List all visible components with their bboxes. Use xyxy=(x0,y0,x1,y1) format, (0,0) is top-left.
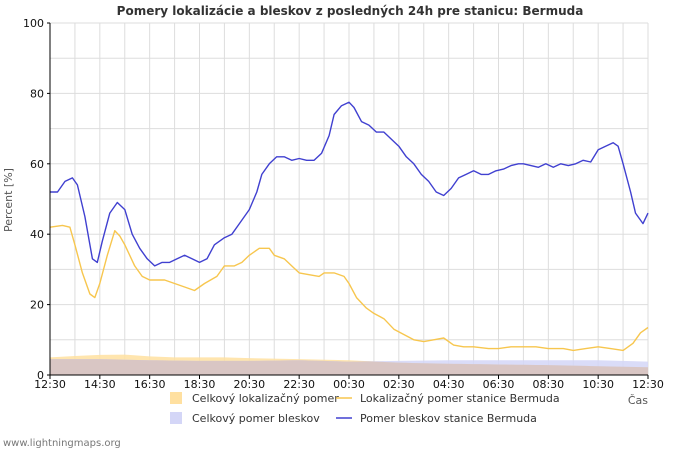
x-tick-label: 22:30 xyxy=(283,378,315,391)
y-tick-label: 20 xyxy=(30,299,44,312)
x-tick-label: 18:30 xyxy=(184,378,216,391)
x-tick-label: 10:30 xyxy=(582,378,614,391)
y-tick-label: 60 xyxy=(30,158,44,171)
area-series xyxy=(50,354,648,375)
x-tick-label: 06:30 xyxy=(483,378,515,391)
area-overlap xyxy=(50,359,648,375)
x-tick-label: 16:30 xyxy=(134,378,166,391)
x-tick-label: 08:30 xyxy=(532,378,564,391)
x-tick-labels: 12:30 14:30 16:30 18:30 20:30 22:30 00:30 02:30… xyxy=(34,378,664,391)
x-tick-label: 12:30 xyxy=(632,378,664,391)
line-series xyxy=(49,101,649,352)
line-lokalizačný-pomer-stanice-bermuda xyxy=(49,224,649,352)
x-tick-label: 04:30 xyxy=(433,378,465,391)
y-tick-label: 0 xyxy=(37,369,44,382)
y-tick-label: 40 xyxy=(30,228,44,241)
y-tick-labels: 0 20 40 60 80 100 xyxy=(23,17,44,382)
axes xyxy=(47,22,649,379)
line-pomer-bleskov-stanice-bermuda xyxy=(50,101,649,267)
footer-credit: www.lightningmaps.org xyxy=(3,438,121,449)
x-axis-label: Čas xyxy=(628,394,648,407)
x-tick-label: 02:30 xyxy=(383,378,415,391)
legend: Celkový lokalizačný pomer Lokalizačný pom… xyxy=(170,392,560,425)
legend-label: Lokalizačný pomer stanice Bermuda xyxy=(360,392,560,405)
legend-swatch xyxy=(170,412,182,424)
grid xyxy=(50,22,649,375)
x-tick-label: 14:30 xyxy=(84,378,116,391)
x-tick-label: 20:30 xyxy=(233,378,265,391)
y-tick-label: 100 xyxy=(23,17,44,30)
legend-label: Pomer bleskov stanice Bermuda xyxy=(360,412,537,425)
y-axis-label: Percent [%] xyxy=(2,168,15,232)
y-tick-label: 80 xyxy=(30,87,44,100)
chart-title: Pomery lokalizácie a bleskov z poslednýc… xyxy=(117,4,584,18)
x-tick-label: 12:30 xyxy=(34,378,66,391)
legend-swatch xyxy=(170,392,182,404)
legend-label: Celkový pomer bleskov xyxy=(192,412,320,425)
legend-label: Celkový lokalizačný pomer xyxy=(192,392,339,405)
x-tick-label: 00:30 xyxy=(333,378,365,391)
